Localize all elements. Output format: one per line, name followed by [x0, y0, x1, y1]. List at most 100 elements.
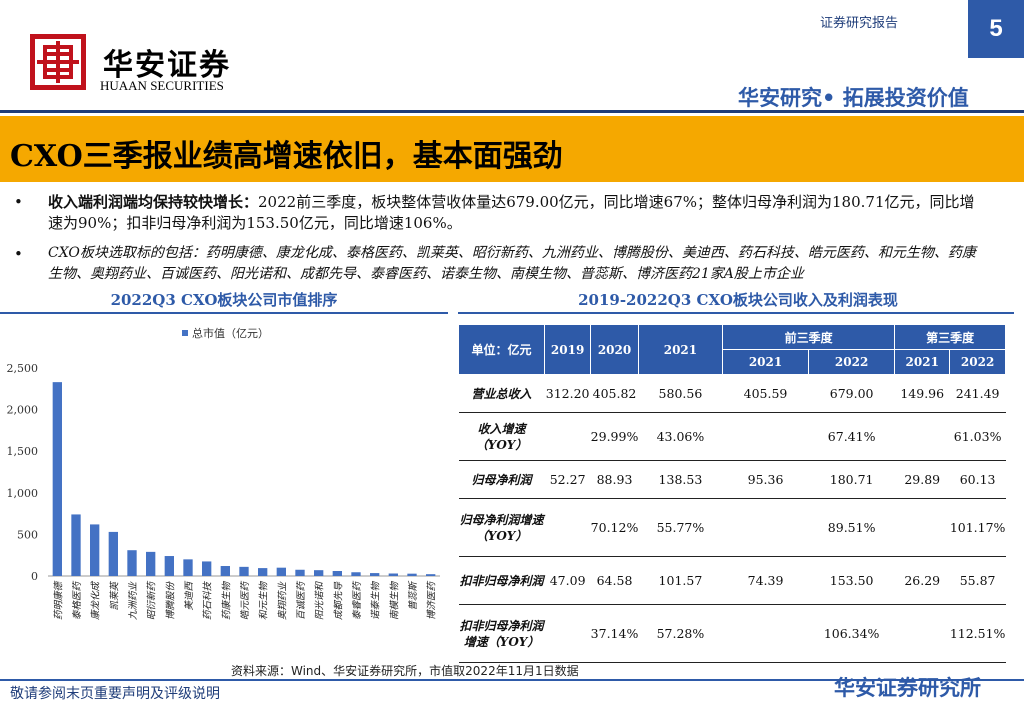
chart-title-rule: [0, 312, 448, 314]
table-cell: 106.34%: [808, 604, 895, 663]
x-tick-label: 奥翔药业: [276, 581, 288, 621]
row-label: 归母净利润增速（YOY）: [458, 498, 545, 557]
row-label: 归母净利润: [458, 460, 545, 499]
table-cell: 241.49: [949, 374, 1006, 413]
year-header: 2019: [544, 324, 592, 375]
disclaimer: 敬请参阅末页重要声明及评级说明: [10, 686, 220, 702]
bar: [127, 550, 137, 576]
page-number: 5: [968, 0, 1024, 58]
x-tick-label: 博腾股份: [165, 581, 176, 621]
x-tick-label: 阳光诺和: [315, 581, 326, 621]
year-header: 2021: [637, 324, 723, 375]
table-cell: 74.39: [722, 556, 809, 605]
sub-year-header: 2022: [949, 349, 1006, 375]
table-cell: 47.09: [544, 556, 591, 605]
table-row: 收入增速（YOY） 29.99% 43.06% 67.41% 61.03%: [458, 412, 1006, 461]
bar: [276, 567, 286, 576]
bullet-lead: 收入端利润端均保持较快增长：: [48, 193, 259, 211]
table-cell: [722, 498, 809, 557]
x-tick-label: 成都先导: [333, 582, 344, 621]
table-cell: 101.57: [638, 556, 723, 605]
market-cap-chart: 总市值（亿元） 0 500 1,000 1,500 2,000 2,500 药明康德 泰格医…: [7, 326, 440, 621]
table-cell: 101.17%: [949, 498, 1006, 557]
x-tick-label: 博济医药: [426, 581, 438, 621]
page-title: CXO三季报业绩高增速依旧，基本面强劲: [10, 139, 563, 174]
bar: [183, 559, 193, 576]
x-tick-label: 美迪西: [183, 581, 195, 611]
table-cell: 679.00: [808, 374, 895, 413]
x-tick-label: 诺泰生物: [371, 581, 382, 621]
table-cell: [894, 604, 950, 663]
table-title: 2019-2022Q3 CXO板块公司收入及利润表现: [578, 291, 898, 309]
table-cell: 52.27: [544, 460, 591, 499]
bar: [388, 573, 398, 576]
year-header: 2020: [590, 324, 639, 375]
bar: [332, 571, 342, 576]
table-cell: 405.59: [722, 374, 809, 413]
y-tick-label: 2,000: [7, 404, 39, 417]
slogan: 华安研究• 拓展投资价值: [738, 86, 969, 110]
bar: [146, 551, 156, 576]
table-cell: [894, 498, 950, 557]
bar: [90, 524, 100, 576]
sub-year-header: 2021: [721, 349, 810, 375]
title-bar: [0, 116, 1024, 182]
row-label: 扣非归母净利润增速（YOY）: [458, 604, 545, 663]
legend-label: 总市值（亿元）: [192, 326, 269, 340]
table-cell: 405.82: [590, 374, 639, 413]
bullet-marker: •: [14, 245, 23, 263]
table-cell: 60.13: [949, 460, 1006, 499]
bullet-text: CXO板块选取标的包括：药明康德、康龙化成、泰格医药、凯莱英、昭衍新药、九洲药业…: [48, 245, 976, 282]
table-cell: 43.06%: [638, 412, 723, 461]
x-tick-label: 皓元医药: [240, 581, 251, 621]
bar: [71, 514, 81, 576]
table-cell: [722, 604, 809, 663]
y-tick-label: 2,500: [7, 362, 39, 375]
bar: [407, 573, 417, 576]
table-cell: [894, 412, 950, 461]
unit-header: 单位：亿元: [457, 324, 546, 375]
table-cell: 67.41%: [808, 412, 895, 461]
bar: [370, 573, 380, 576]
x-tick-label: 药康生物: [220, 581, 232, 621]
brand-name-cn: 华安证券: [103, 48, 231, 83]
table-row: 营业总收入 312.20 405.82 580.56 405.59 679.00 149.9…: [458, 374, 1006, 413]
x-tick-label: 药明康德: [52, 581, 64, 621]
bullet-body: 2022前三季度，板块整体营收体量达679.00亿元，同比增速67%；整体归母净…: [48, 193, 975, 232]
x-tick-label: 凯莱英: [109, 581, 120, 611]
y-tick-label: 1,500: [7, 445, 39, 458]
x-tick-label: 泰睿医药: [352, 581, 363, 621]
table-row: 扣非归母净利润 47.09 64.58 101.57 74.39 153.50 26.29 5…: [458, 556, 1006, 605]
x-tick-label: 泰格医药: [72, 581, 83, 621]
table-cell: 153.50: [808, 556, 895, 605]
x-tick-label: 普蕊斯: [408, 581, 419, 611]
row-label: 收入增速（YOY）: [458, 412, 545, 461]
bar: [258, 568, 268, 576]
table-cell: 180.71: [808, 460, 895, 499]
y-tick-label: 1,000: [7, 487, 39, 500]
table-cell: 112.51%: [949, 604, 1006, 663]
table-cell: 88.93: [590, 460, 639, 499]
table-row: 归母净利润 52.27 88.93 138.53 95.36 180.71 29.89 60.…: [458, 460, 1006, 499]
table-cell: [544, 498, 591, 557]
bar: [426, 574, 436, 576]
footer-divider: [0, 679, 1024, 681]
table-cell: 29.99%: [590, 412, 639, 461]
chart-title: 2022Q3 CXO板块公司市值排序: [110, 291, 338, 309]
financial-table: 单位：亿元 2019 2020 2021 前三季度 第三季度 2021 2022…: [457, 324, 1006, 663]
bar: [295, 569, 305, 576]
table-cell: [544, 604, 591, 663]
bar: [52, 382, 62, 576]
logo-icon: [30, 34, 86, 90]
table-cell: 64.58: [590, 556, 639, 605]
header-divider: [0, 110, 1024, 113]
table-row: 扣非归母净利润增速（YOY） 37.14% 57.28% 106.34% 112.51%: [458, 604, 1006, 663]
sub-year-header: 2022: [808, 349, 896, 375]
row-label: 扣非归母净利润: [458, 556, 545, 605]
table-row: 归母净利润增速（YOY） 70.12% 55.77% 89.51% 101.17%: [458, 498, 1006, 557]
y-tick-label: 0: [31, 570, 38, 583]
bar: [108, 531, 118, 576]
bullet-text: 收入端利润端均保持较快增长：2022前三季度，板块整体营收体量达679.00亿元…: [48, 192, 978, 234]
bar: [220, 566, 230, 576]
bar: [239, 566, 249, 576]
